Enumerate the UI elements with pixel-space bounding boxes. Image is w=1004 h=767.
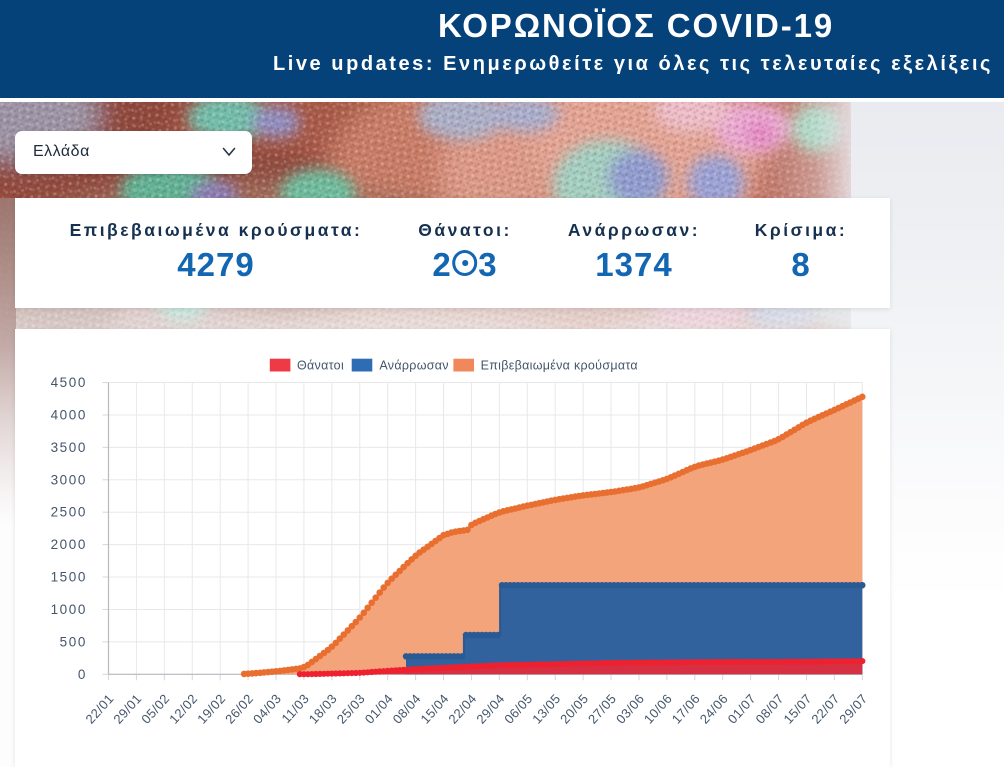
svg-text:500: 500 [60,634,87,649]
svg-text:3000: 3000 [51,472,87,487]
svg-text:4500: 4500 [51,375,87,390]
svg-text:08/04: 08/04 [390,691,424,727]
svg-text:10/06: 10/06 [641,691,675,727]
svg-text:01/07: 01/07 [725,691,759,727]
svg-text:Επιβεβαιωμένα κρούσματα: Επιβεβαιωμένα κρούσματα [481,359,638,373]
svg-text:12/02: 12/02 [166,691,200,727]
svg-text:11/03: 11/03 [279,691,313,726]
svg-text:29/07: 29/07 [836,691,870,727]
svg-text:17/06: 17/06 [669,691,703,727]
svg-text:15/04: 15/04 [417,691,451,727]
svg-text:06/05: 06/05 [501,691,535,727]
svg-text:29/01: 29/01 [110,691,144,727]
svg-text:22/07: 22/07 [808,691,842,727]
svg-text:22/04: 22/04 [445,691,479,727]
svg-text:Ανάρρωσαν: Ανάρρωσαν [379,359,448,373]
svg-text:29/04: 29/04 [473,691,507,727]
svg-text:04/03: 04/03 [250,691,284,727]
svg-text:26/02: 26/02 [222,691,256,727]
svg-text:4000: 4000 [51,407,87,422]
svg-text:2000: 2000 [51,537,87,552]
svg-text:2500: 2500 [51,505,87,520]
svg-text:05/02: 05/02 [138,691,172,727]
svg-text:3500: 3500 [51,440,87,455]
svg-text:13/05: 13/05 [529,691,563,727]
svg-text:Θάνατοι: Θάνατοι [297,359,344,373]
svg-text:03/06: 03/06 [613,691,647,727]
svg-text:1500: 1500 [51,570,87,585]
svg-text:08/07: 08/07 [752,691,786,727]
svg-text:18/03: 18/03 [306,691,340,727]
svg-text:24/06: 24/06 [697,691,731,727]
svg-text:15/07: 15/07 [780,691,814,727]
svg-text:22/01: 22/01 [82,691,116,727]
svg-text:25/03: 25/03 [334,691,368,727]
svg-text:27/05: 27/05 [585,691,619,727]
svg-text:01/04: 01/04 [362,691,396,727]
svg-text:1000: 1000 [51,602,87,617]
svg-text:19/02: 19/02 [194,691,228,727]
svg-text:0: 0 [78,667,87,682]
svg-text:20/05: 20/05 [557,691,591,727]
